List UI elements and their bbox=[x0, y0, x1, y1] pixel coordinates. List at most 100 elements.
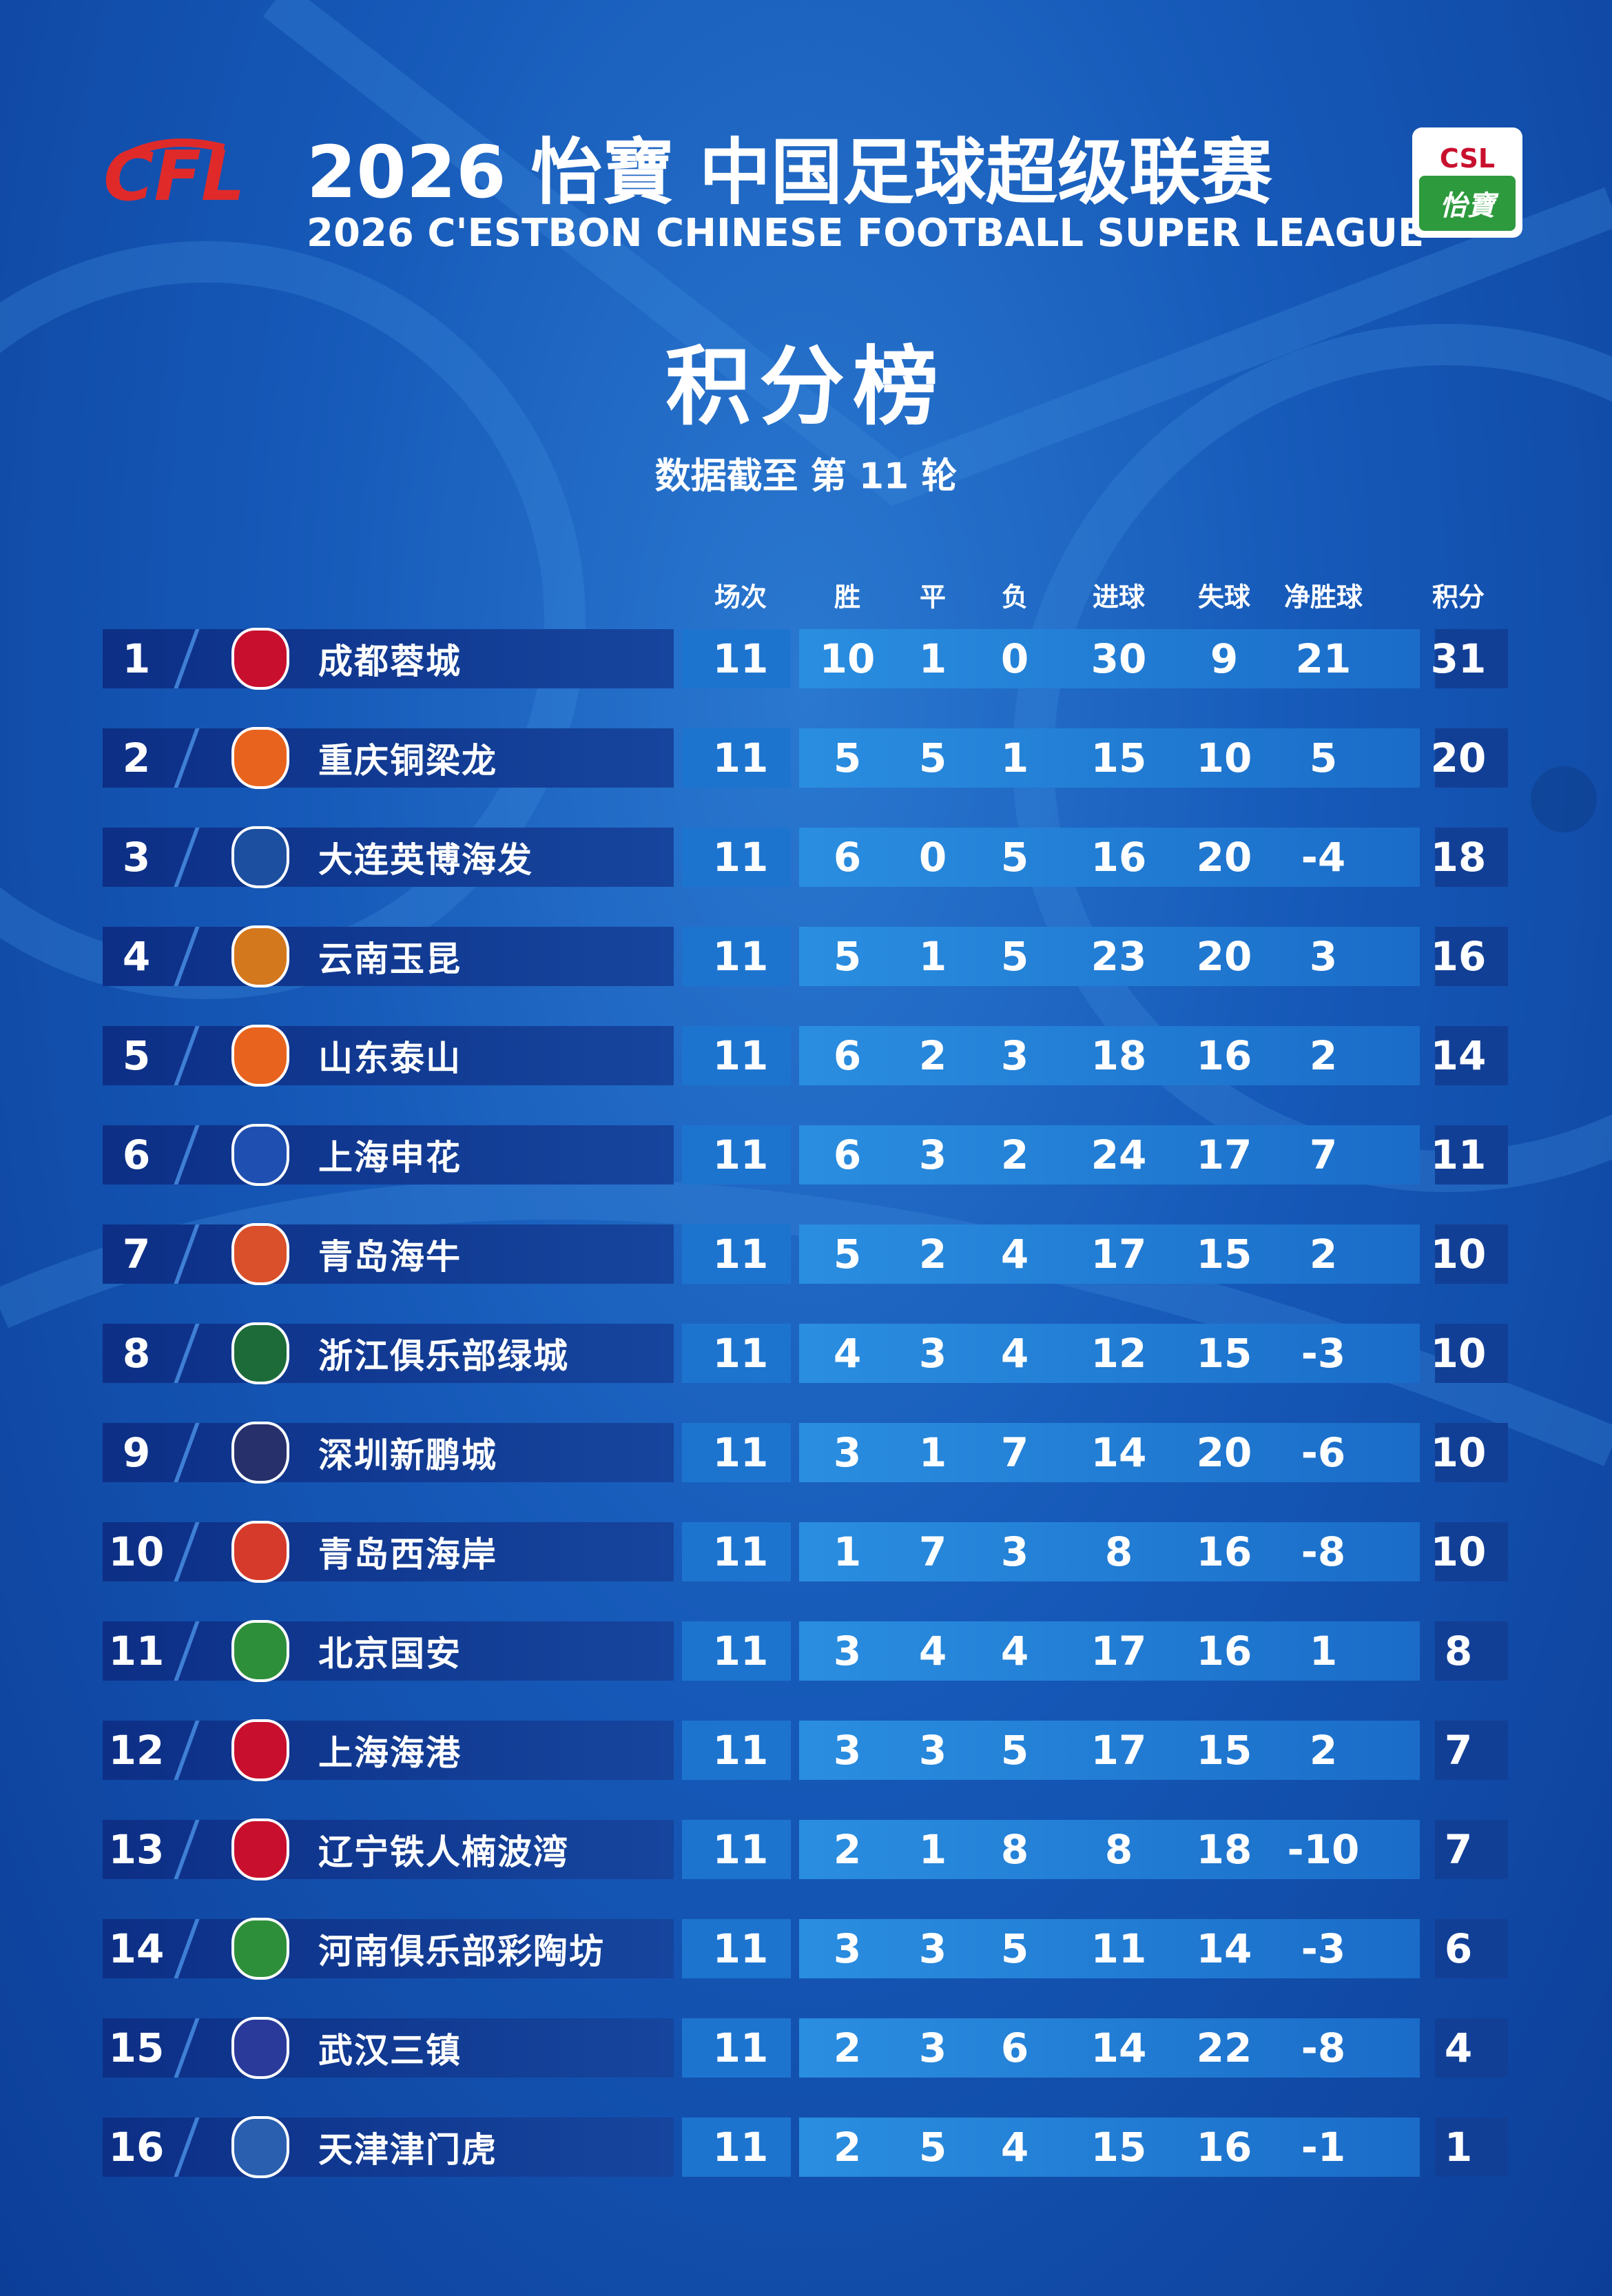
stat-cell: 15 bbox=[1091, 735, 1147, 781]
row-band-stats bbox=[799, 1224, 1420, 1284]
stat-cell: 0 bbox=[1000, 635, 1029, 682]
row-band-stats bbox=[799, 2018, 1420, 2078]
title-cn: 2026 怡寶 中国足球超级联赛 bbox=[307, 130, 1272, 214]
team-name: 天津津门虎 bbox=[318, 2130, 497, 2170]
stat-cell: 3 bbox=[918, 2025, 947, 2071]
row-band-played bbox=[682, 828, 791, 887]
stat-cell: 4 bbox=[833, 1330, 862, 1377]
stat-cell: 11 bbox=[712, 1231, 769, 1278]
team-name: 青岛西海岸 bbox=[318, 1535, 497, 1575]
row-band-points bbox=[1435, 1324, 1508, 1383]
row-band-played bbox=[682, 1522, 791, 1581]
row-band-points bbox=[1435, 629, 1508, 688]
row-band-team bbox=[103, 927, 674, 986]
stat-cell: 20 bbox=[1196, 834, 1252, 881]
row-band-played bbox=[682, 1820, 791, 1879]
badge-text: CSL bbox=[1439, 143, 1496, 174]
stat-cell: 11 bbox=[712, 1032, 769, 1079]
stat-cell: 23 bbox=[1091, 933, 1147, 980]
rank: 6 bbox=[122, 1131, 151, 1178]
stat-cell: 11 bbox=[712, 1330, 769, 1377]
stat-cell: 21 bbox=[1295, 635, 1352, 682]
stat-cell: 24 bbox=[1091, 1131, 1147, 1178]
title-en: 2026 C'ESTBON CHINESE FOOTBALL SUPER LEA… bbox=[307, 211, 1425, 256]
stat-cell: -8 bbox=[1301, 2025, 1346, 2071]
stat-cell: 3 bbox=[1000, 1032, 1029, 1079]
stat-cell: 3 bbox=[833, 1429, 862, 1476]
row-band-played bbox=[682, 1125, 791, 1185]
stat-cell: 1 bbox=[918, 1429, 947, 1476]
stat-cell: 11 bbox=[712, 735, 769, 781]
row-band-team bbox=[103, 1621, 674, 1681]
stat-cell: 20 bbox=[1430, 735, 1487, 781]
team-logo bbox=[231, 925, 289, 987]
stat-cell: 14 bbox=[1430, 1032, 1487, 1079]
row-band-points bbox=[1435, 2018, 1508, 2078]
stat-cell: 11 bbox=[1430, 1131, 1487, 1178]
row-band-points bbox=[1435, 1224, 1508, 1284]
rank: 10 bbox=[108, 1528, 165, 1575]
row-band-stats bbox=[799, 1423, 1420, 1482]
stat-cell: 2 bbox=[833, 2025, 862, 2071]
stat-cell: 4 bbox=[1000, 1628, 1029, 1674]
row-band-stats bbox=[799, 1820, 1420, 1879]
table-subtitle: 数据截至 第 11 轮 bbox=[654, 455, 958, 498]
stat-cell: 6 bbox=[833, 834, 862, 881]
stat-cell: 5 bbox=[833, 735, 862, 781]
row-band-stats bbox=[799, 1621, 1420, 1681]
rank: 1 bbox=[122, 635, 151, 682]
team-name: 成都蓉城 bbox=[318, 642, 462, 681]
stat-cell: 10 bbox=[819, 635, 876, 682]
stat-cell: 4 bbox=[1000, 1330, 1029, 1377]
team-logo bbox=[231, 2017, 289, 2079]
stat-cell: 10 bbox=[1430, 1231, 1487, 1278]
stat-cell: 2 bbox=[918, 1032, 947, 1079]
stat-cell: 5 bbox=[1000, 933, 1029, 980]
stat-cell: 0 bbox=[918, 834, 947, 881]
row-band-stats bbox=[799, 1721, 1420, 1780]
stat-cell: -3 bbox=[1301, 1330, 1346, 1377]
team-name: 北京国安 bbox=[318, 1634, 462, 1674]
stat-cell: 14 bbox=[1196, 1925, 1252, 1972]
rank: 2 bbox=[122, 735, 151, 781]
team-logo bbox=[231, 1322, 289, 1384]
team-logo bbox=[231, 1818, 289, 1880]
stat-cell: 2 bbox=[1309, 1231, 1338, 1278]
stat-cell: 8 bbox=[1444, 1628, 1473, 1674]
stat-cell: -6 bbox=[1301, 1429, 1346, 1476]
stat-cell: 6 bbox=[1000, 2025, 1029, 2071]
cfl-logo-graphic: CFL bbox=[103, 136, 245, 216]
row-band-team bbox=[103, 1324, 674, 1383]
column-header: 进球 bbox=[1092, 582, 1146, 613]
team-name: 山东泰山 bbox=[318, 1038, 462, 1078]
row-band-played bbox=[682, 1324, 791, 1383]
rank: 3 bbox=[122, 834, 151, 881]
stat-cell: 5 bbox=[1000, 1925, 1029, 1972]
stat-cell: 14 bbox=[1091, 1429, 1147, 1476]
stat-cell: 5 bbox=[833, 1231, 862, 1278]
team-logo bbox=[231, 727, 289, 789]
rank: 12 bbox=[108, 1727, 165, 1774]
column-header: 胜 bbox=[834, 582, 861, 613]
rank: 9 bbox=[122, 1429, 151, 1476]
row-band-stats bbox=[799, 2118, 1420, 2177]
stat-cell: 5 bbox=[918, 735, 947, 781]
team-name: 上海申花 bbox=[318, 1138, 462, 1178]
stat-cell: 7 bbox=[1444, 1727, 1473, 1774]
row-band-played bbox=[682, 1621, 791, 1681]
stat-cell: 3 bbox=[833, 1727, 862, 1774]
table-title: 积分榜 bbox=[665, 338, 947, 437]
stat-cell: 11 bbox=[712, 933, 769, 980]
row-band-stats bbox=[799, 728, 1420, 788]
stat-cell: 11 bbox=[712, 2124, 769, 2171]
stat-cell: 5 bbox=[918, 2124, 947, 2171]
stat-cell: 11 bbox=[712, 1131, 769, 1178]
stat-cell: 18 bbox=[1196, 1826, 1252, 1873]
row-band-team bbox=[103, 2018, 674, 2078]
row-band-points bbox=[1435, 1621, 1508, 1681]
team-name: 浙江俱乐部绿城 bbox=[318, 1336, 569, 1376]
cfl-logo: CFL bbox=[86, 134, 262, 224]
stat-cell: 7 bbox=[1444, 1826, 1473, 1873]
stat-cell: 3 bbox=[918, 1925, 947, 1972]
